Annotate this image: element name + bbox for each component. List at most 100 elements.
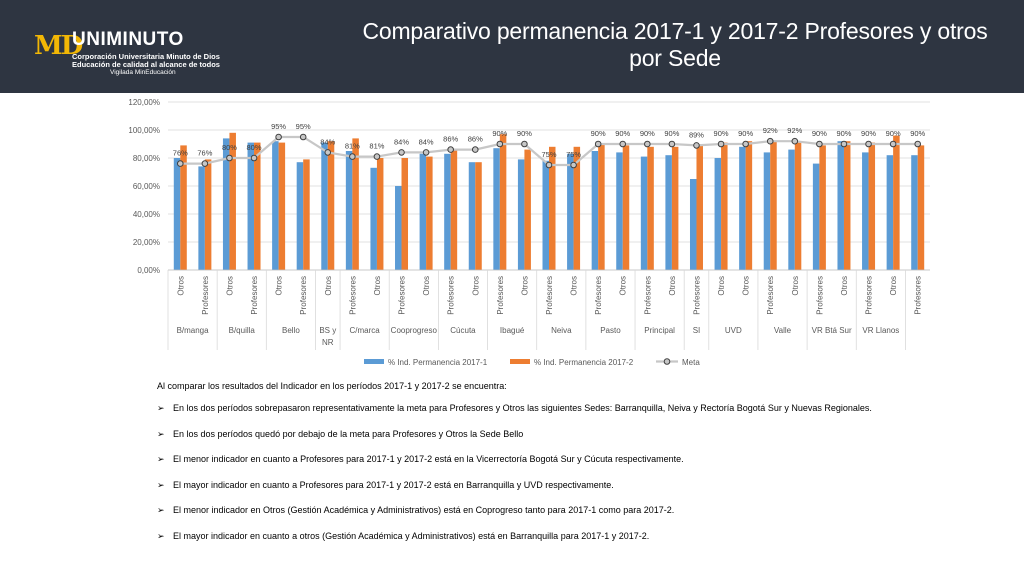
meta-data-label: 92% xyxy=(763,126,778,135)
x-category-label: Otros xyxy=(471,276,480,296)
bar-2017-1 xyxy=(542,160,549,270)
meta-point xyxy=(176,160,184,167)
meta-data-label: 90% xyxy=(714,129,729,138)
meta-point xyxy=(496,140,504,148)
arrow-bullet-icon: ➢ xyxy=(157,530,165,541)
meta-data-label: 90% xyxy=(836,129,851,138)
meta-point xyxy=(840,140,848,148)
group-label: Ibagué xyxy=(500,326,525,335)
bar-2017-2 xyxy=(524,149,531,270)
meta-point xyxy=(373,153,381,160)
bar-2017-1 xyxy=(591,151,599,270)
meta-data-label: 92% xyxy=(787,126,802,135)
bar-2017-1 xyxy=(370,167,377,270)
meta-data-label: 84% xyxy=(419,137,434,146)
meta-point xyxy=(521,140,528,148)
legend-label-2017-1: % Ind. Permanencia 2017-1 xyxy=(388,358,488,367)
y-tick-label: 40,00% xyxy=(133,210,160,219)
x-category-label: Profesores xyxy=(865,276,874,315)
arrow-bullet-icon: ➢ xyxy=(157,403,165,413)
bar-2017-2 xyxy=(254,142,261,270)
meta-point xyxy=(619,140,627,148)
group-label: Principal xyxy=(644,326,675,335)
uniminuto-logo: MD UNIMINUTO Corporación Universitaria M… xyxy=(34,27,274,76)
group-label: Bello xyxy=(282,326,300,335)
bar-2017-2 xyxy=(868,142,876,270)
x-category-label: Profesores xyxy=(545,276,554,315)
bar-2017-1 xyxy=(296,162,304,270)
bar-2017-1 xyxy=(468,162,476,270)
group-label: UVD xyxy=(725,326,742,335)
bar-2017-2 xyxy=(893,135,900,270)
meta-data-label: 81% xyxy=(369,142,384,151)
finding-text-2: En los dos períodos quedó por debajo de … xyxy=(173,428,524,439)
x-category-label: Profesores xyxy=(643,276,652,315)
meta-point xyxy=(226,154,233,162)
group-label: SI xyxy=(693,326,701,335)
permanence-bar-chart: 0,00% 20,00% 40,00% 60,00% 80,00% 100,00% 120,… xyxy=(128,98,930,367)
finding-bullet-1: ➢ En los dos períodos sobrepasaron repres… xyxy=(157,402,887,415)
page-title-line-1: Comparativo permanencia 2017-1 y 2017-2 … xyxy=(362,18,988,44)
x-category-label: Otros xyxy=(226,276,235,296)
meta-point xyxy=(816,140,823,148)
meta-point xyxy=(471,146,479,153)
bar-2017-1 xyxy=(739,146,746,270)
x-category-label: Otros xyxy=(889,276,898,296)
x-category-label: Profesores xyxy=(815,276,824,315)
meta-point xyxy=(791,137,799,145)
x-category-label: Otros xyxy=(791,276,800,296)
meta-data-label: 76% xyxy=(173,149,188,158)
finding-text-3: El menor indicador en cuanto a Profesore… xyxy=(173,454,684,464)
meta-point xyxy=(545,161,553,169)
findings-text: Al comparar los resultados del Indicador… xyxy=(157,380,887,555)
meta-point xyxy=(766,137,774,145)
meta-data-label: 90% xyxy=(615,129,630,138)
bar-2017-1 xyxy=(616,152,623,270)
x-category-label: Otros xyxy=(520,276,529,296)
meta-data-label: 90% xyxy=(738,129,753,138)
meta-point xyxy=(693,142,700,149)
legend-label-2017-2: % Ind. Permanencia 2017-2 xyxy=(534,358,634,367)
meta-data-label: 89% xyxy=(689,130,704,139)
meta-point xyxy=(742,140,749,148)
group-label: Pasto xyxy=(600,326,621,335)
bar-2017-2 xyxy=(426,156,433,270)
meta-data-label: 95% xyxy=(271,122,286,131)
x-category-label: Profesores xyxy=(299,276,308,315)
bar-2017-1 xyxy=(714,158,722,270)
bar-2017-1 xyxy=(395,186,402,270)
x-category-label: Otros xyxy=(324,276,333,296)
bar-2017-1 xyxy=(788,149,795,270)
finding-text-4: El mayor indicador en cuanto a Profesore… xyxy=(173,479,614,490)
bar-2017-1 xyxy=(812,163,820,270)
bar-2017-1 xyxy=(321,142,328,270)
meta-data-label: 90% xyxy=(861,129,876,138)
meta-point xyxy=(422,149,430,156)
meta-point xyxy=(594,140,602,148)
bar-2017-1 xyxy=(837,141,844,270)
bar-2017-2 xyxy=(376,158,384,270)
meta-data-label: 90% xyxy=(640,129,655,138)
logo-tagline-2: Educación de calidad al alcance de todos xyxy=(72,60,220,69)
meta-point xyxy=(324,149,332,156)
y-tick-label: 20,00% xyxy=(133,238,160,247)
meta-point xyxy=(398,149,405,156)
x-category-label: Otros xyxy=(668,276,677,296)
x-category-label: Profesores xyxy=(693,276,702,315)
logo-mark: MD xyxy=(34,31,83,61)
bar-2017-1 xyxy=(419,153,427,270)
bar-2017-1 xyxy=(517,159,525,270)
x-category-label: Profesores xyxy=(766,276,775,315)
logo-name: UNIMINUTO xyxy=(72,29,184,50)
meta-data-label: 90% xyxy=(492,129,507,138)
meta-point xyxy=(299,133,307,141)
bar-2017-2 xyxy=(647,146,654,270)
finding-bullet-4: ➢ El mayor indicador en cuanto a Profesor… xyxy=(157,479,887,492)
bar-2017-1 xyxy=(222,138,230,270)
meta-point xyxy=(717,140,725,148)
finding-text-5: El menor indicador en Otros (Gestión Aca… xyxy=(173,505,675,515)
bar-2017-2 xyxy=(598,144,605,270)
meta-data-label: 75% xyxy=(541,150,556,159)
x-category-label: Otros xyxy=(422,276,431,296)
group-label: BS y xyxy=(319,326,336,335)
